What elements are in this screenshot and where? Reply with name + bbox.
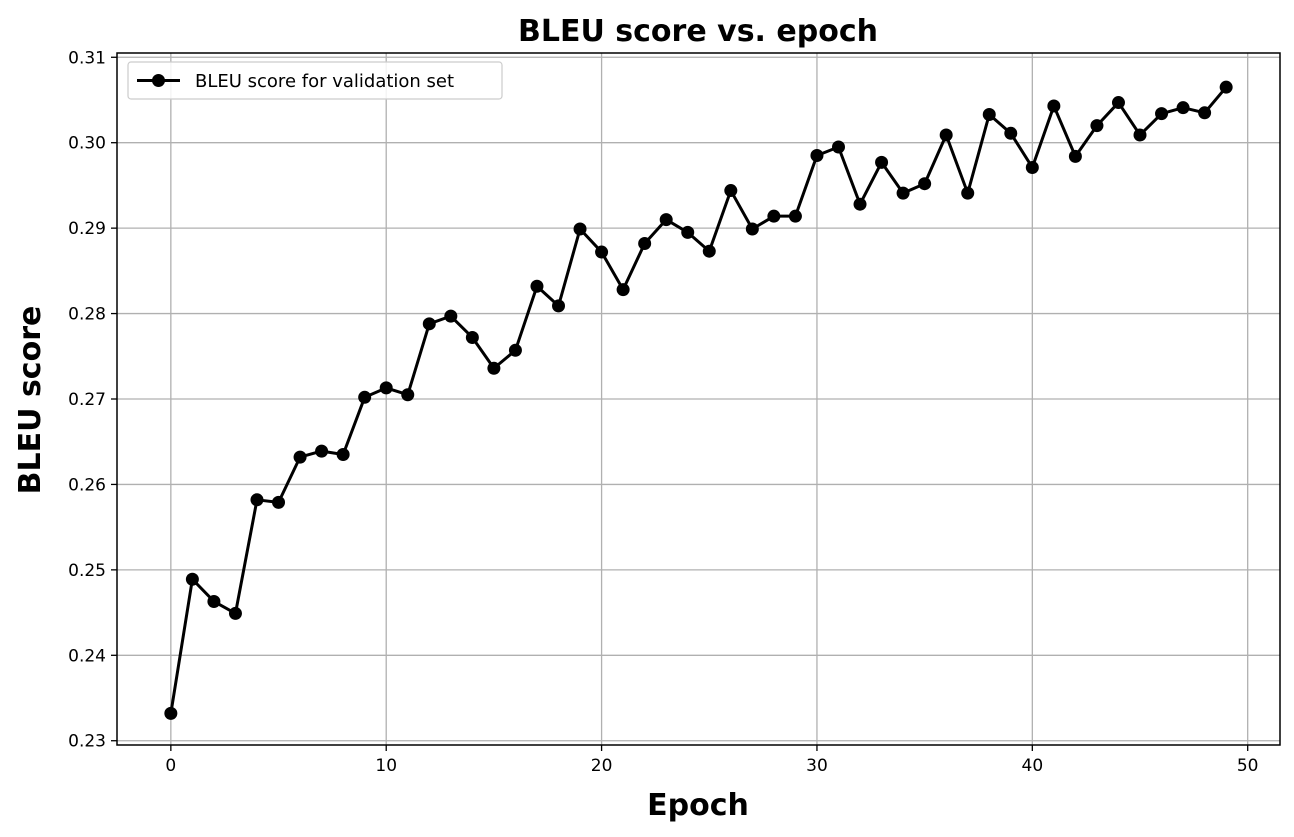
data-point: [1025, 160, 1039, 174]
data-point: [961, 186, 975, 200]
data-point: [573, 222, 587, 236]
data-point: [702, 244, 716, 258]
data-point: [422, 317, 436, 331]
data-point: [1219, 80, 1233, 94]
data-point: [1133, 128, 1147, 142]
legend: BLEU score for validation set: [127, 61, 503, 100]
data-point: [1068, 149, 1082, 163]
data-point: [875, 155, 889, 169]
data-point: [918, 177, 932, 191]
x-tick-label: 10: [375, 756, 397, 776]
y-tick-label: 0.25: [68, 561, 106, 581]
data-point: [1155, 107, 1169, 121]
x-tick-label: 20: [591, 756, 613, 776]
y-tick-label: 0.26: [68, 475, 106, 495]
y-tick-label: 0.28: [68, 305, 106, 325]
data-point: [1004, 126, 1018, 140]
data-point: [401, 388, 415, 402]
data-point: [336, 448, 350, 462]
series-line-layer: [164, 80, 1233, 720]
data-point: [616, 283, 630, 297]
data-point: [444, 309, 458, 323]
data-point: [379, 381, 393, 395]
data-point: [745, 222, 759, 236]
y-tick-label: 0.30: [68, 134, 106, 154]
y-tick-label: 0.24: [68, 646, 106, 666]
axes: [111, 52, 1281, 751]
data-point: [1198, 106, 1212, 120]
data-point: [767, 209, 781, 223]
data-point: [810, 149, 824, 163]
y-tick-label: 0.29: [68, 219, 106, 239]
x-axis-title: Epoch: [647, 788, 749, 823]
x-tick-label: 0: [165, 756, 176, 776]
data-point: [228, 606, 242, 620]
tick-labels: 0 10 20 30 40 50 0.23 0.24 0.25 0.26 0.27 0.28 0.29 0…: [68, 48, 1258, 776]
data-point: [1090, 119, 1104, 133]
data-point: [207, 594, 221, 608]
data-point: [595, 245, 609, 259]
data-point: [465, 330, 479, 344]
data-point: [853, 197, 867, 211]
data-point: [788, 209, 802, 223]
data-point: [552, 299, 566, 313]
legend-box: [127, 61, 503, 100]
data-point: [293, 450, 307, 464]
x-tick-label: 50: [1237, 756, 1259, 776]
data-point: [1176, 101, 1190, 115]
data-point: [185, 572, 199, 586]
data-point: [831, 140, 845, 154]
y-axis-title: BLEU score: [13, 306, 48, 495]
x-tick-label: 30: [806, 756, 828, 776]
data-point: [681, 225, 695, 239]
data-point: [896, 186, 910, 200]
y-tick-label: 0.23: [68, 732, 106, 752]
series-line: [169, 86, 1228, 714]
data-point: [1111, 96, 1125, 110]
data-point: [530, 279, 544, 293]
chart-title: BLEU score vs. epoch: [518, 14, 878, 49]
data-point: [315, 444, 329, 458]
data-point: [724, 184, 738, 198]
legend-marker-swatch: [152, 74, 165, 87]
data-point: [1047, 99, 1061, 113]
data-point: [164, 706, 178, 720]
data-point: [487, 361, 501, 375]
data-point: [982, 108, 996, 122]
data-point: [939, 128, 953, 142]
data-point: [250, 493, 264, 507]
data-point: [659, 213, 673, 227]
y-tick-label: 0.27: [68, 390, 106, 410]
x-tick-label: 40: [1022, 756, 1044, 776]
grid-lines: [117, 53, 1280, 745]
data-point: [508, 343, 522, 357]
y-tick-label: 0.31: [68, 48, 106, 68]
data-point: [358, 390, 372, 404]
legend-label: BLEU score for validation set: [195, 71, 454, 92]
data-point: [638, 237, 652, 251]
data-point: [272, 495, 286, 509]
